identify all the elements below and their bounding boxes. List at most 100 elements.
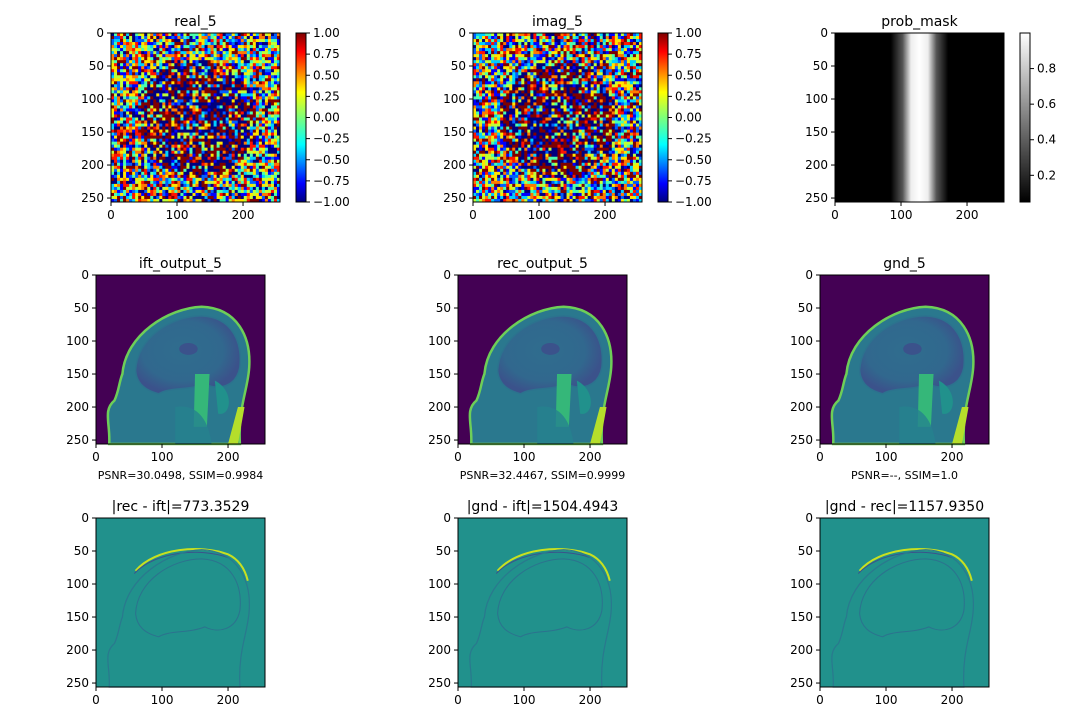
y-tick-label: 250 — [790, 676, 813, 690]
y-tick-label: 150 — [66, 610, 89, 624]
gnd-image — [820, 275, 989, 446]
y-tick-label: 50 — [89, 59, 104, 73]
y-tick-label: 250 — [805, 191, 828, 205]
y-tick-label: 0 — [96, 26, 104, 40]
panel-title: rec_output_5 — [497, 256, 588, 272]
metrics-caption: PSNR=30.0498, SSIM=0.9984 — [98, 469, 264, 482]
colorbar-tick-label: 0.4 — [1037, 133, 1056, 147]
colorbar-tick-label: −0.50 — [313, 153, 350, 167]
y-tick-label: 150 — [443, 125, 466, 139]
colorbar-tick-label: 0.25 — [313, 89, 340, 103]
y-tick-label: 0 — [805, 268, 813, 282]
x-tick-label: 0 — [92, 450, 100, 464]
panel-title: gnd_5 — [883, 256, 926, 272]
rec-image — [458, 275, 627, 446]
colorbar-tick-label: 0.8 — [1037, 62, 1056, 76]
panel-ift: 0 100 200 0 50 100 150 200 250 ift_output_5 PSNR=3… — [66, 256, 266, 482]
ift-image — [96, 275, 265, 446]
panel-real: 0 100 200 0 50 100 150 200 250 real_5 1.00 0.75 0.50… — [81, 14, 350, 222]
y-tick-label: 0 — [81, 268, 89, 282]
y-tick-label: 200 — [805, 158, 828, 172]
y-tick-label: 250 — [66, 433, 89, 447]
x-tick-label: 100 — [875, 693, 898, 707]
colorbar-tick-label: 0.00 — [675, 111, 702, 125]
colorbar — [1019, 32, 1031, 203]
x-tick-label: 100 — [513, 450, 536, 464]
y-tick-label: 0 — [443, 511, 451, 525]
x-tick-label: 0 — [816, 450, 824, 464]
colorbar-tick-label: 0.2 — [1037, 168, 1056, 182]
y-tick-label: 150 — [790, 367, 813, 381]
y-tick-label: 200 — [81, 158, 104, 172]
y-tick-label: 0 — [458, 26, 466, 40]
x-tick-label: 200 — [594, 208, 617, 222]
y-tick-label: 50 — [74, 301, 89, 315]
x-tick-label: 0 — [831, 208, 839, 222]
colorbar-tick-label: 1.00 — [313, 26, 340, 40]
y-tick-label: 200 — [428, 400, 451, 414]
metrics-caption: PSNR=32.4467, SSIM=0.9999 — [460, 469, 626, 482]
y-tick-label: 150 — [805, 125, 828, 139]
y-tick-label: 200 — [66, 400, 89, 414]
x-tick-label: 200 — [579, 693, 602, 707]
panel-imag: 0 100 200 0 50 100 150 200 250 imag_5 1.00 0.75 0.50… — [443, 14, 712, 222]
x-tick-label: 100 — [166, 208, 189, 222]
y-tick-label: 50 — [451, 59, 466, 73]
y-tick-label: 200 — [790, 400, 813, 414]
x-tick-label: 100 — [513, 693, 536, 707]
y-tick-label: 100 — [428, 334, 451, 348]
y-tick-label: 150 — [428, 610, 451, 624]
x-tick-label: 100 — [875, 450, 898, 464]
colorbar-tick-label: −0.50 — [675, 153, 712, 167]
x-tick-label: 200 — [941, 693, 964, 707]
x-tick-label: 0 — [816, 693, 824, 707]
imag-image — [473, 33, 643, 203]
y-tick-label: 0 — [820, 26, 828, 40]
y-tick-label: 200 — [790, 643, 813, 657]
colorbar-tick-label: −1.00 — [675, 195, 712, 209]
y-tick-label: 200 — [443, 158, 466, 172]
y-tick-label: 250 — [428, 433, 451, 447]
y-tick-label: 100 — [443, 92, 466, 106]
x-tick-label: 200 — [232, 208, 255, 222]
colorbar-tick-label: −0.75 — [313, 174, 350, 188]
y-tick-label: 150 — [66, 367, 89, 381]
x-tick-label: 100 — [890, 208, 913, 222]
x-tick-label: 0 — [92, 693, 100, 707]
x-tick-label: 100 — [528, 208, 551, 222]
panel-title: ift_output_5 — [139, 256, 222, 272]
y-tick-label: 50 — [798, 301, 813, 315]
y-tick-label: 100 — [790, 334, 813, 348]
x-tick-label: 0 — [454, 693, 462, 707]
y-tick-label: 50 — [798, 544, 813, 558]
panel-diff1: 0 100 200 0 50 100 150 200 250 |rec - ift|=773.35… — [66, 499, 266, 707]
y-tick-label: 100 — [66, 577, 89, 591]
y-tick-label: 250 — [443, 191, 466, 205]
y-tick-label: 100 — [805, 92, 828, 106]
mask-image — [835, 33, 1004, 202]
panel-diff3: 0 100 200 0 50 100 150 200 250 |gnd - rec|=1157.9… — [790, 499, 990, 707]
y-tick-label: 250 — [428, 676, 451, 690]
colorbar-tick-label: 0.6 — [1037, 97, 1056, 111]
y-tick-label: 200 — [428, 643, 451, 657]
colorbar-tick-label: 0.00 — [313, 111, 340, 125]
x-tick-label: 0 — [107, 208, 115, 222]
diff1-image — [96, 518, 265, 688]
y-tick-label: 100 — [790, 577, 813, 591]
x-tick-label: 0 — [454, 450, 462, 464]
y-tick-label: 50 — [436, 301, 451, 315]
colorbar-tick-label: 0.75 — [313, 47, 340, 61]
panel-title: |gnd - ift|=1504.4943 — [467, 499, 619, 515]
y-tick-label: 100 — [66, 334, 89, 348]
panel-rec: 0 100 200 0 50 100 150 200 250 rec_output_5 PSNR=3… — [428, 256, 628, 482]
y-tick-label: 150 — [790, 610, 813, 624]
x-tick-label: 100 — [151, 693, 174, 707]
panel-title: prob_mask — [881, 14, 958, 30]
y-tick-label: 250 — [66, 676, 89, 690]
y-tick-label: 250 — [790, 433, 813, 447]
y-tick-label: 50 — [436, 544, 451, 558]
panel-title: |rec - ift|=773.3529 — [112, 499, 250, 515]
x-tick-label: 200 — [956, 208, 979, 222]
x-tick-label: 0 — [469, 208, 477, 222]
